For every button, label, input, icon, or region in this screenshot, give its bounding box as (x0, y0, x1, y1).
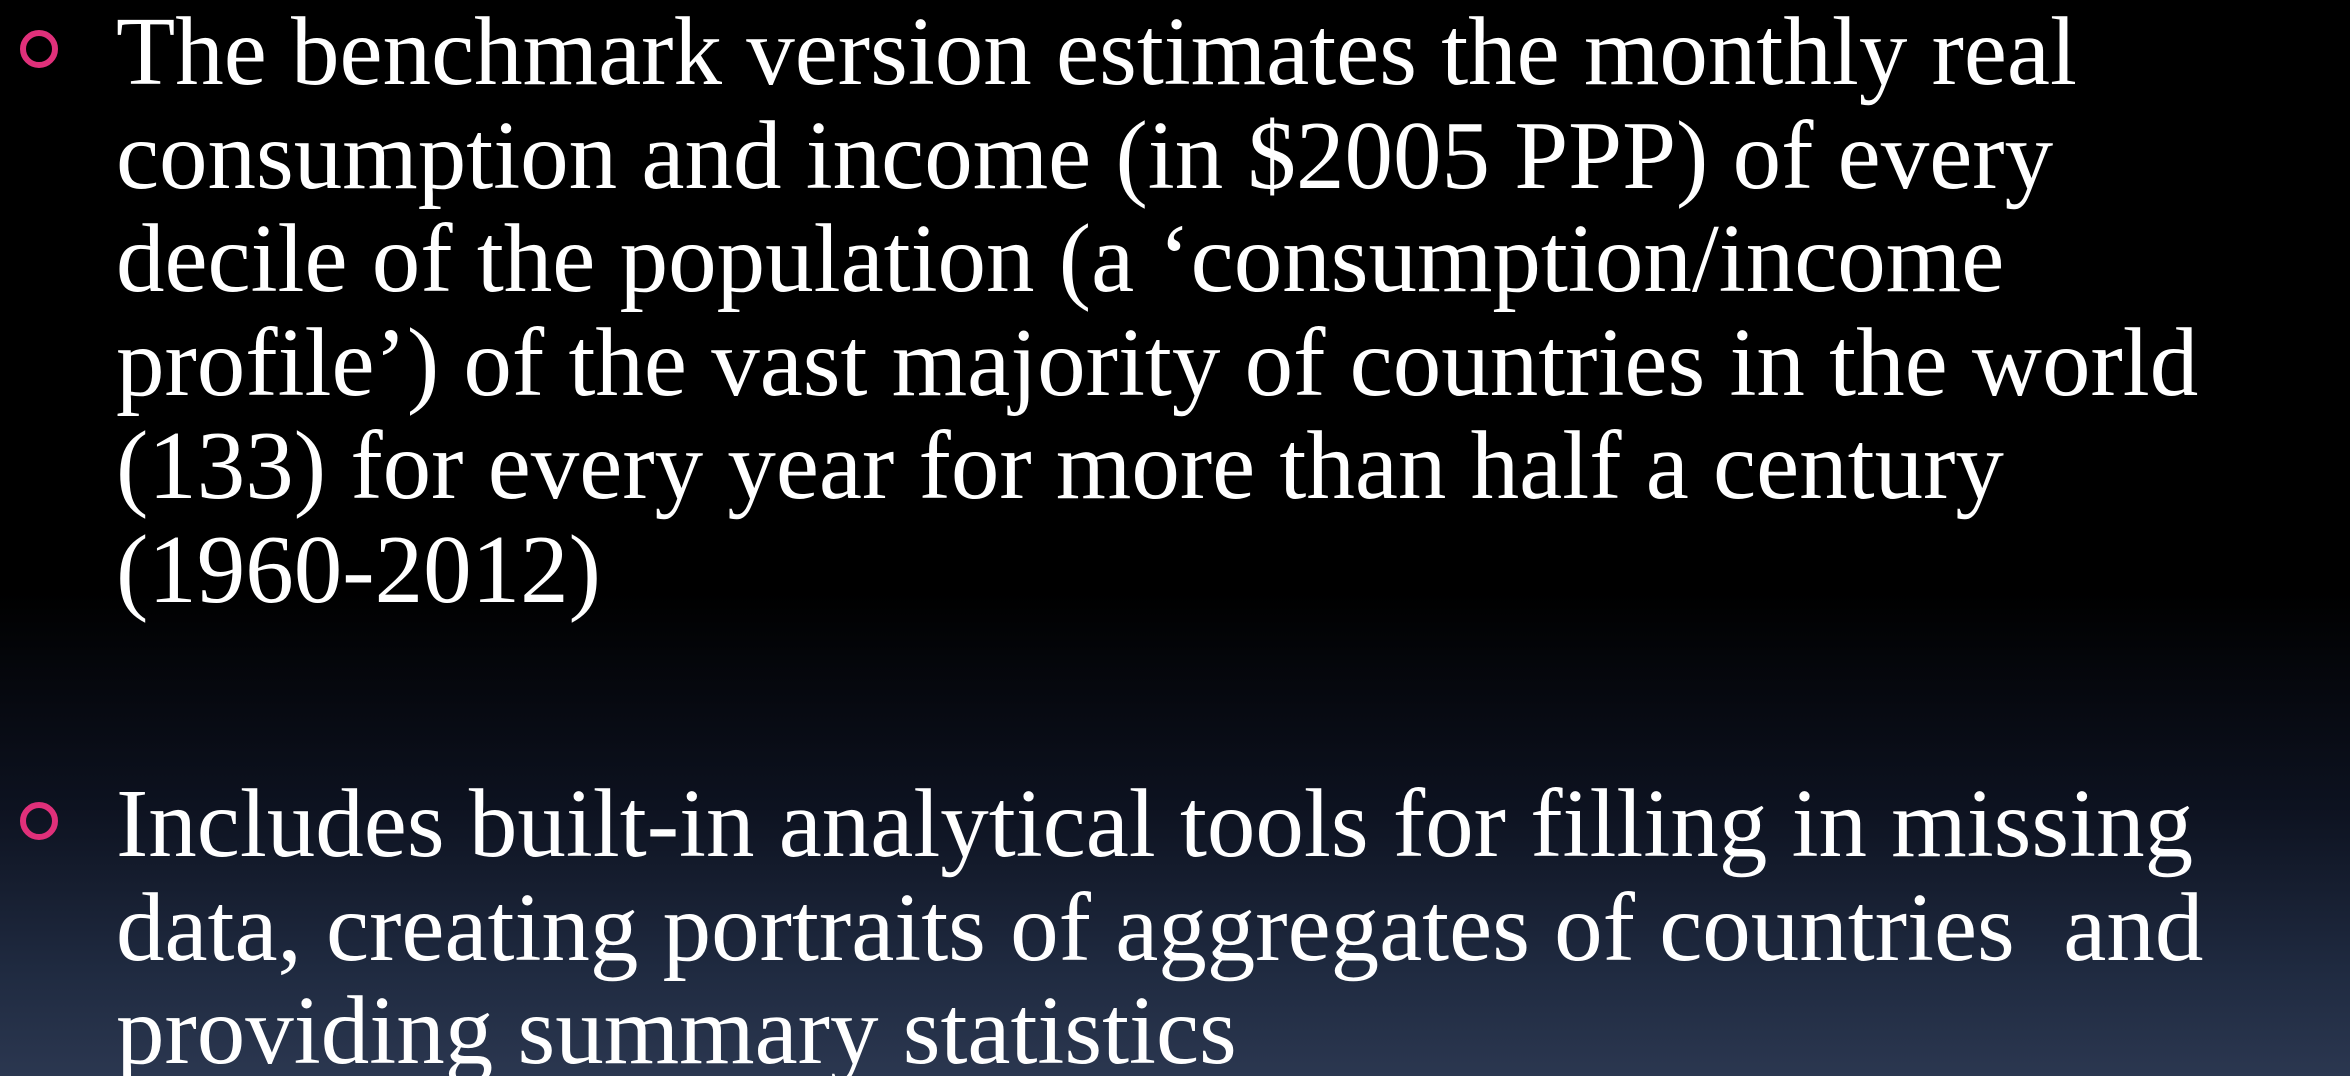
bullet-text-line: decile of the population (a ‘consumption… (116, 205, 2005, 312)
bullet-marker (20, 30, 58, 68)
bullet-text-line: (1960-2012) (116, 515, 601, 623)
bullet-text-line: data, creating portraits of aggregates o… (116, 873, 2204, 981)
bullet-text-line: The benchmark version estimates the mont… (116, 0, 2077, 105)
bullet-text-line: Includes built-in analytical tools for f… (116, 770, 2194, 877)
bullet-text-line: providing summary statistics (116, 977, 1237, 1076)
bullet-text-line: consumption and income (in $2005 PPP) of… (116, 101, 2054, 209)
bullet-marker (20, 802, 58, 840)
bullet-text-line: profile’) of the vast majority of countr… (116, 308, 2199, 416)
bullet-text-line: (133) for every year for more than half … (116, 412, 2004, 519)
